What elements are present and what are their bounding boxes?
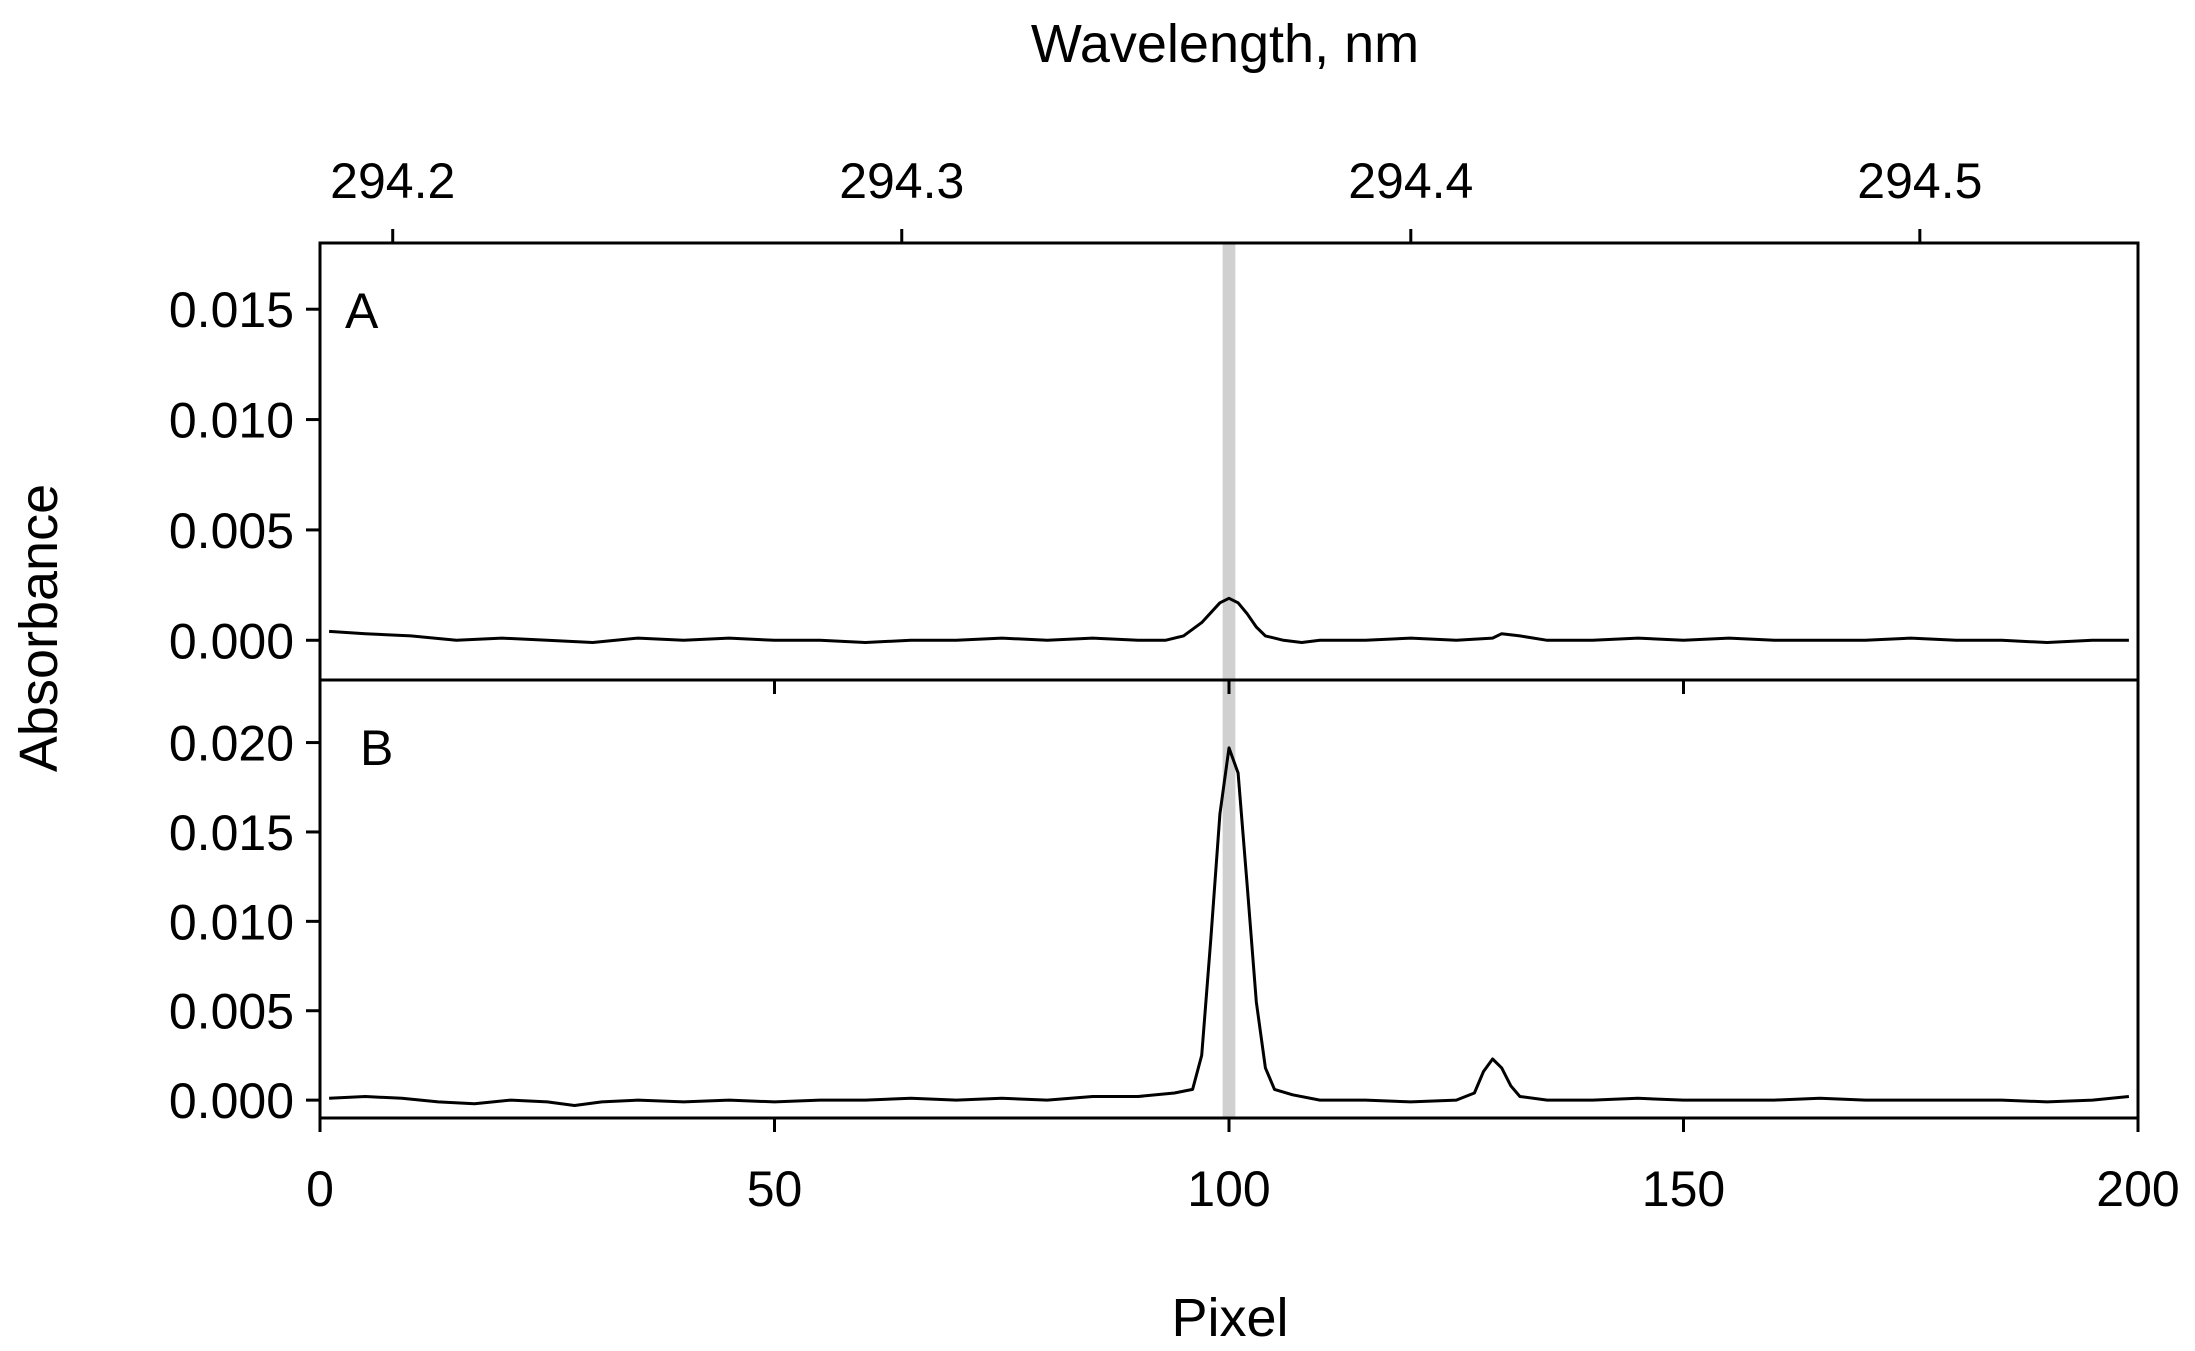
y-tick-label: 0.000 [169,613,294,669]
x-tick-label: 50 [747,1161,803,1217]
x-tick-label: 0 [306,1161,334,1217]
y-tick-label: 0.010 [169,393,294,449]
top-axis-tick-label: 294.3 [839,153,964,209]
y-tick-label: 0.005 [169,984,294,1040]
panel-a-trace [329,596,2129,644]
y-tick-label: 0.015 [169,282,294,338]
y-tick-label: 0.000 [169,1073,294,1129]
x-axis-title: Pixel [1171,1288,1288,1348]
tick-labels: 0.015 0.010 0.005 0.000 0.020 0.015 0.010 0.005… [169,153,2180,1217]
x-tick-label: 200 [2096,1161,2179,1217]
y-tick-label: 0.010 [169,894,294,950]
panel-a-label: A [345,283,379,339]
y-axis-title: Absorbance [9,484,69,772]
y-tick-label: 0.020 [169,716,294,772]
y-tick-label: 0.005 [169,503,294,559]
tick-marks [306,229,2140,1132]
top-axis-tick-label: 294.2 [330,153,455,209]
traces [329,596,2130,1107]
x-tick-label: 100 [1187,1161,1270,1217]
x-tick-label: 150 [1642,1161,1725,1217]
top-axis-tick-label: 294.4 [1348,153,1473,209]
y-tick-label: 0.015 [169,805,294,861]
top-axis-title: Wavelength, nm [1031,14,1419,74]
top-axis-tick-label: 294.5 [1857,153,1982,209]
panel-b-label: B [360,720,393,776]
panel-b-trace [329,746,2130,1107]
